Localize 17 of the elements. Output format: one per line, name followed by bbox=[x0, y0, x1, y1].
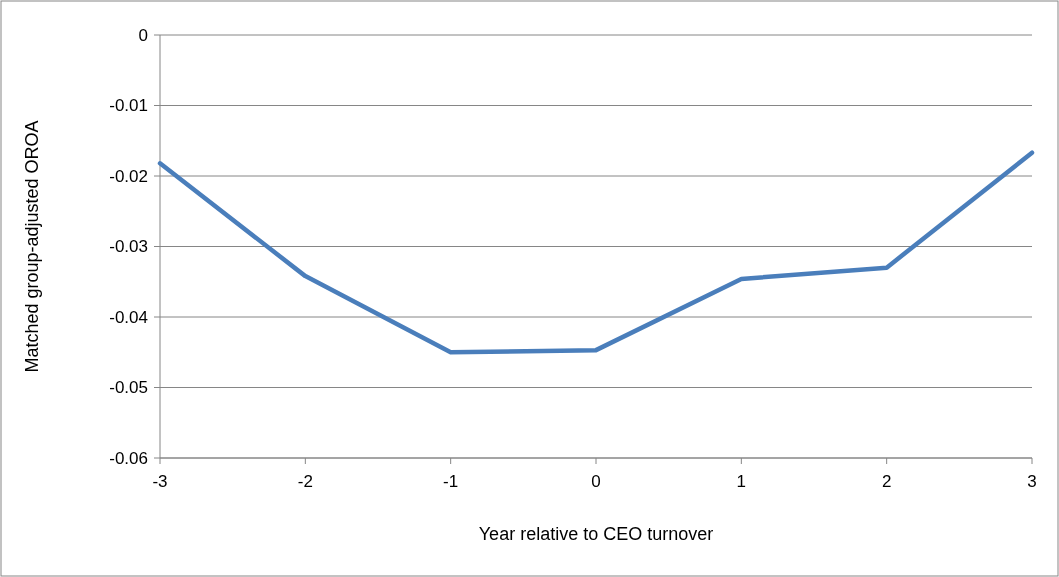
x-tick-label: -3 bbox=[152, 472, 168, 491]
y-tick-label: -0.03 bbox=[109, 237, 148, 257]
y-axis-title: Matched group-adjusted OROA bbox=[22, 120, 42, 373]
y-tick-label: -0.04 bbox=[109, 307, 148, 327]
x-tick-label: 1 bbox=[736, 472, 747, 491]
y-tick-label: -0.01 bbox=[109, 96, 148, 116]
x-tick-label: 3 bbox=[1027, 472, 1037, 491]
x-axis-title: Year relative to CEO turnover bbox=[478, 524, 714, 544]
line-series bbox=[157, 150, 1035, 355]
x-tick-label: -2 bbox=[297, 472, 313, 491]
y-tick-label: 0 bbox=[138, 25, 148, 45]
y-tick-label: -0.06 bbox=[109, 448, 148, 468]
y-tick-label: -0.05 bbox=[109, 378, 148, 398]
x-tick-label: 0 bbox=[591, 472, 601, 491]
x-tick-label: -1 bbox=[443, 472, 459, 491]
y-tick-label: -0.02 bbox=[109, 166, 148, 186]
x-tick-label: 2 bbox=[881, 472, 892, 491]
